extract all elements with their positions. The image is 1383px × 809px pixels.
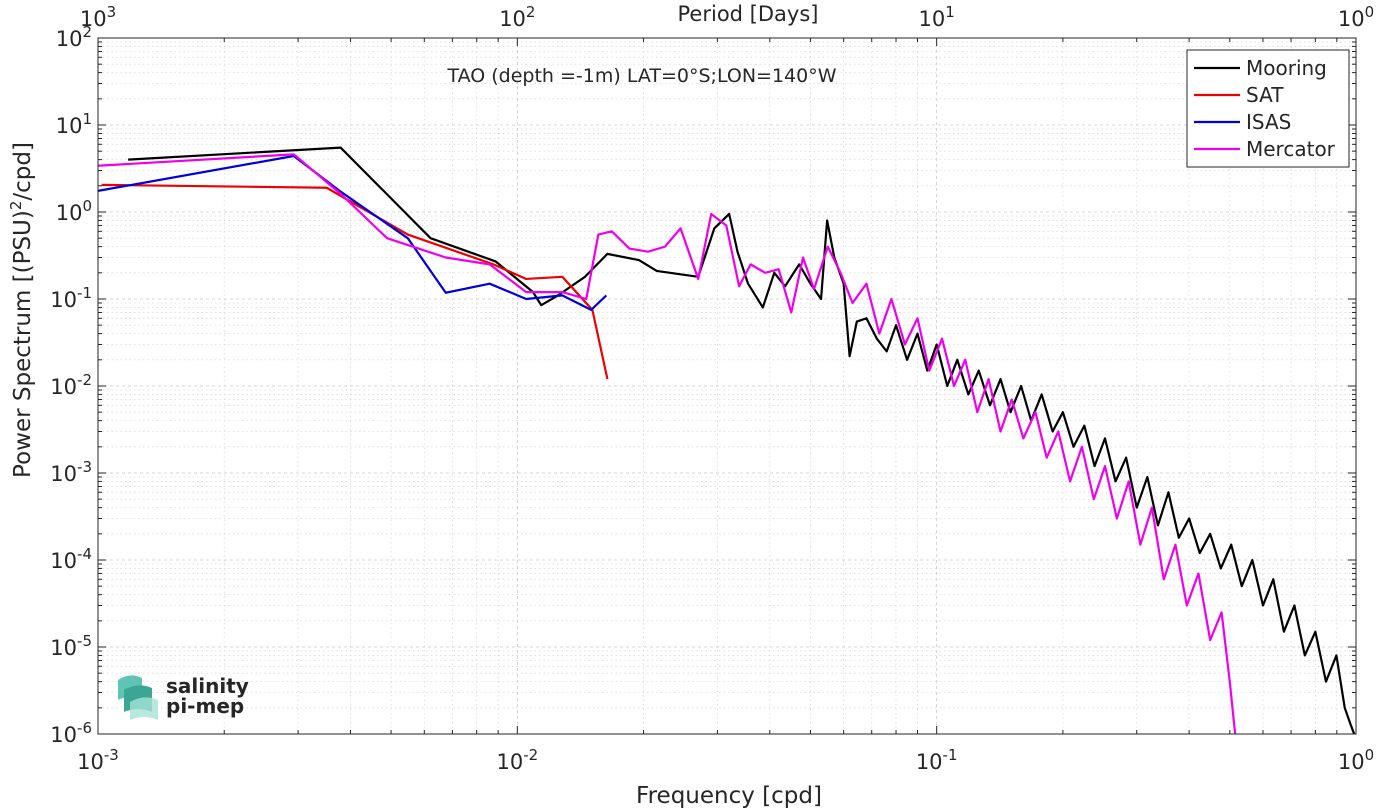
top-tick-label: 101 — [919, 3, 955, 31]
x-tick-label: 10-3 — [77, 746, 119, 774]
y-tick-label: 10-6 — [50, 719, 92, 747]
logo-text-pimep: pi-mep — [166, 694, 244, 718]
x-tick-label: 10-1 — [916, 746, 958, 774]
series-line-mercator — [97, 153, 1237, 735]
y-tick-label: 10-1 — [50, 284, 92, 312]
logo-text-salinity: salinity — [166, 674, 249, 698]
series-line-sat — [101, 183, 609, 380]
series-layer — [97, 146, 1356, 735]
legend: Mooring SAT ISAS Mercator — [1186, 49, 1350, 168]
x-axis-label: Frequency [cpd] — [636, 783, 822, 809]
tick-marks — [97, 37, 1357, 735]
y-axis-label-tail: /cpd] — [10, 142, 36, 201]
top-tick-label: 103 — [80, 3, 116, 31]
legend-label: Mooring — [1246, 56, 1327, 80]
top-tick-label: 100 — [1338, 3, 1374, 31]
legend-box — [1186, 49, 1350, 168]
x-tick-label: 100 — [1338, 746, 1374, 774]
logo-mark-front — [130, 697, 158, 720]
y-axis-label-sup: 2 — [7, 201, 25, 211]
legend-label: SAT — [1246, 83, 1284, 107]
y-tick-label: 10-4 — [50, 545, 92, 573]
y-tick-label: 100 — [56, 197, 92, 225]
y-tick-label: 10-3 — [50, 458, 92, 486]
chart-title: TAO (depth =-1m) LAT=0°S;LON=140°W — [446, 65, 836, 87]
x-tick-label: 10-2 — [496, 746, 538, 774]
y-tick-label: 101 — [56, 110, 92, 138]
y-axis-label: Power Spectrum [(PSU)2/cpd] — [7, 142, 36, 478]
salinity-pi-mep-logo: salinity pi-mep — [118, 674, 249, 720]
top-tick-label: 102 — [499, 3, 535, 31]
y-axis-label-main: Power Spectrum [(PSU) — [10, 210, 36, 478]
legend-label: ISAS — [1246, 110, 1291, 134]
y-tick-label: 10-5 — [50, 632, 92, 660]
y-tick-label: 10-2 — [50, 371, 92, 399]
top-axis-label: Period [Days] — [678, 2, 819, 26]
y-tick-label: 102 — [56, 23, 92, 51]
legend-label: Mercator — [1246, 137, 1336, 161]
